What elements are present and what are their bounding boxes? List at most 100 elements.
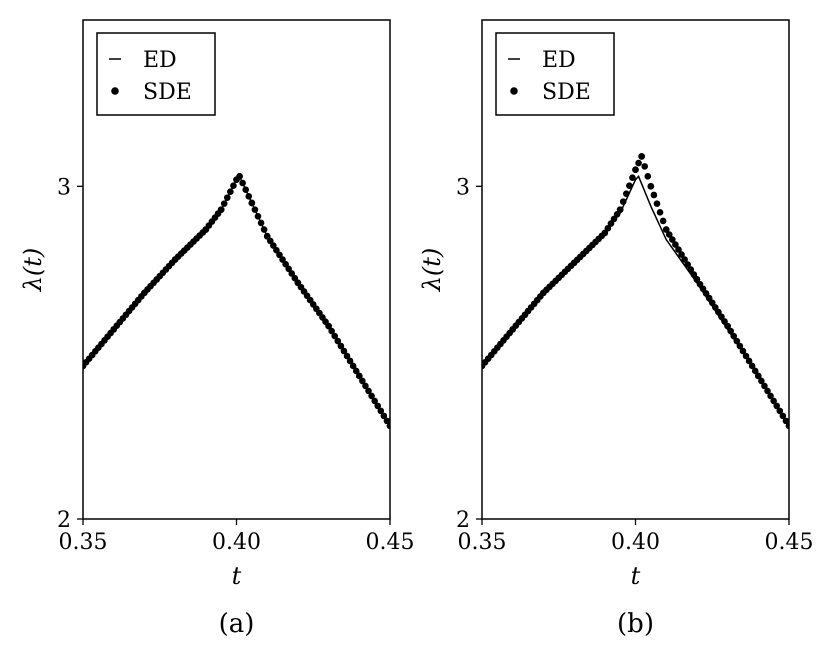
series-marker-sde — [371, 397, 378, 405]
series-marker-sde — [276, 251, 283, 259]
series-marker-sde — [610, 215, 618, 223]
series-marker-sde — [285, 265, 292, 273]
series-marker-sde — [279, 256, 286, 263]
series-marker-sde — [681, 256, 688, 263]
plot-area — [482, 153, 789, 430]
series-marker-sde — [632, 166, 639, 173]
series-marker-sde — [349, 362, 357, 370]
y-tick-label: 2 — [57, 508, 71, 533]
series-marker-sde — [708, 299, 716, 307]
series-marker-sde — [273, 246, 280, 254]
panel-a: 0.35 0.40 0.45 2 3 t λ(t) (a) ED SDE — [19, 19, 415, 639]
series-marker-sde — [644, 173, 652, 180]
series-marker-sde — [343, 352, 351, 360]
x-tick-label: 0.45 — [366, 530, 415, 555]
panel-b: 0.35 0.40 0.45 2 3 t λ(t) (b) ED SDE — [418, 19, 813, 639]
series-marker-sde — [727, 327, 734, 335]
series-marker-sde — [638, 153, 645, 160]
series-marker-sde — [223, 194, 231, 201]
series-marker-sde — [678, 251, 685, 258]
series-marker-sde — [328, 327, 335, 335]
series-marker-sde — [346, 357, 354, 365]
series-marker-sde — [254, 212, 262, 220]
y-tick-label: 3 — [456, 175, 470, 200]
series-marker-sde — [684, 261, 691, 268]
x-tick-label: 0.40 — [611, 530, 660, 555]
series-marker-sde — [715, 308, 722, 316]
series-marker-sde — [730, 332, 738, 340]
series-marker-sde — [693, 276, 701, 283]
series-marker-sde — [601, 229, 609, 237]
series-line-ed — [83, 175, 390, 427]
series-marker-sde — [604, 224, 612, 232]
series-marker-sde — [739, 347, 747, 355]
legend: ED SDE — [96, 32, 216, 116]
series-marker-sde — [659, 217, 667, 225]
series-marker-sde — [669, 236, 676, 243]
legend-entry: SDE — [143, 80, 192, 105]
series-marker-sde — [764, 387, 771, 395]
series-marker-sde — [779, 412, 787, 420]
series-marker-sde — [755, 372, 762, 380]
legend-swatch-marker — [111, 87, 119, 95]
series-marker-sde — [230, 182, 237, 189]
series-marker-sde — [742, 352, 750, 360]
series-marker-sde — [736, 342, 744, 350]
series-marker-sde — [386, 422, 390, 430]
series-marker-sde — [374, 402, 382, 410]
series-marker-sde — [242, 186, 250, 193]
series-marker-sde — [696, 280, 704, 288]
series-marker-sde — [672, 241, 679, 248]
series-marker-sde — [699, 285, 707, 293]
series-marker-sde — [782, 417, 789, 425]
series-marker-sde — [270, 242, 277, 249]
series-marker-sde — [227, 188, 234, 195]
series-marker-sde — [665, 231, 673, 238]
series-marker-sde — [619, 198, 627, 205]
series-marker-sde — [718, 313, 725, 321]
series-marker-sde — [257, 219, 265, 227]
series-marker-sde — [662, 226, 670, 233]
series-marker-sde — [626, 182, 633, 189]
series-marker-sde — [380, 412, 388, 420]
series-marker-sde — [721, 318, 728, 325]
x-tick-label: 0.35 — [458, 530, 507, 555]
series-marker-sde — [653, 200, 661, 207]
series-marker-sde — [340, 347, 348, 355]
series-marker-sde — [248, 199, 256, 207]
series-marker-sde — [690, 271, 698, 278]
series-marker-sde — [377, 407, 385, 415]
series-marker-sde — [220, 200, 228, 207]
series-marker-sde — [236, 173, 243, 180]
legend-entry: ED — [542, 48, 576, 73]
x-tick-label: 0.35 — [59, 530, 108, 555]
series-marker-sde — [365, 387, 372, 395]
series-marker-sde — [656, 208, 664, 216]
series-marker-sde — [245, 193, 253, 200]
legend: ED SDE — [495, 32, 615, 116]
x-tick-label: 0.40 — [212, 530, 261, 555]
legend-box — [495, 32, 615, 116]
series-marker-sde — [761, 382, 768, 390]
series-marker-sde — [291, 274, 299, 282]
x-axis-label: t — [631, 562, 641, 590]
series-marker-sde — [687, 266, 695, 273]
series-marker-sde — [383, 417, 390, 425]
series-marker-sde — [217, 206, 225, 213]
series-marker-sde — [770, 397, 777, 405]
legend-box — [96, 32, 216, 116]
series-marker-sde — [751, 367, 759, 375]
series-marker-sde — [641, 163, 649, 170]
legend-entry: SDE — [542, 80, 591, 105]
series-marker-sde — [675, 246, 682, 253]
series-marker-sde — [239, 179, 246, 187]
series-marker-sde — [705, 294, 713, 302]
series-marker-sde — [702, 290, 710, 297]
series-marker-sde — [368, 392, 375, 400]
series-marker-sde — [331, 332, 339, 340]
series-marker-sde — [362, 382, 369, 390]
series-marker-sde — [773, 402, 781, 410]
series-marker-sde — [282, 260, 289, 268]
panel-caption: (a) — [219, 609, 255, 639]
